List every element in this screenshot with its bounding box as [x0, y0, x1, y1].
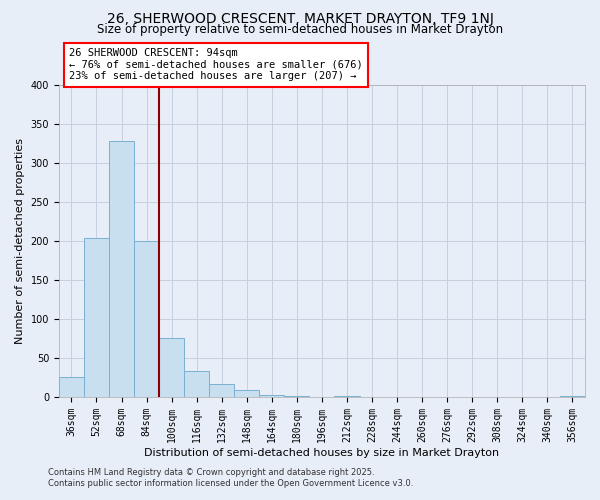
Bar [134, 241, 159, 397]
Text: Contains HM Land Registry data © Crown copyright and database right 2025.
Contai: Contains HM Land Registry data © Crown c… [48, 468, 413, 487]
X-axis label: Distribution of semi-detached houses by size in Market Drayton: Distribution of semi-detached houses by … [145, 448, 500, 458]
Bar [209, 384, 234, 397]
Text: 26 SHERWOOD CRESCENT: 94sqm
← 76% of semi-detached houses are smaller (676)
23% : 26 SHERWOOD CRESCENT: 94sqm ← 76% of sem… [70, 48, 363, 82]
Text: 26, SHERWOOD CRESCENT, MARKET DRAYTON, TF9 1NJ: 26, SHERWOOD CRESCENT, MARKET DRAYTON, T… [107, 12, 493, 26]
Bar [259, 394, 284, 397]
Bar [184, 371, 209, 397]
Bar [84, 238, 109, 397]
Y-axis label: Number of semi-detached properties: Number of semi-detached properties [15, 138, 25, 344]
Text: Size of property relative to semi-detached houses in Market Drayton: Size of property relative to semi-detach… [97, 22, 503, 36]
Bar [284, 396, 310, 397]
Bar [234, 390, 259, 397]
Bar [109, 141, 134, 397]
Bar [59, 378, 84, 397]
Bar [560, 396, 585, 397]
Bar [159, 338, 184, 397]
Bar [334, 396, 359, 397]
